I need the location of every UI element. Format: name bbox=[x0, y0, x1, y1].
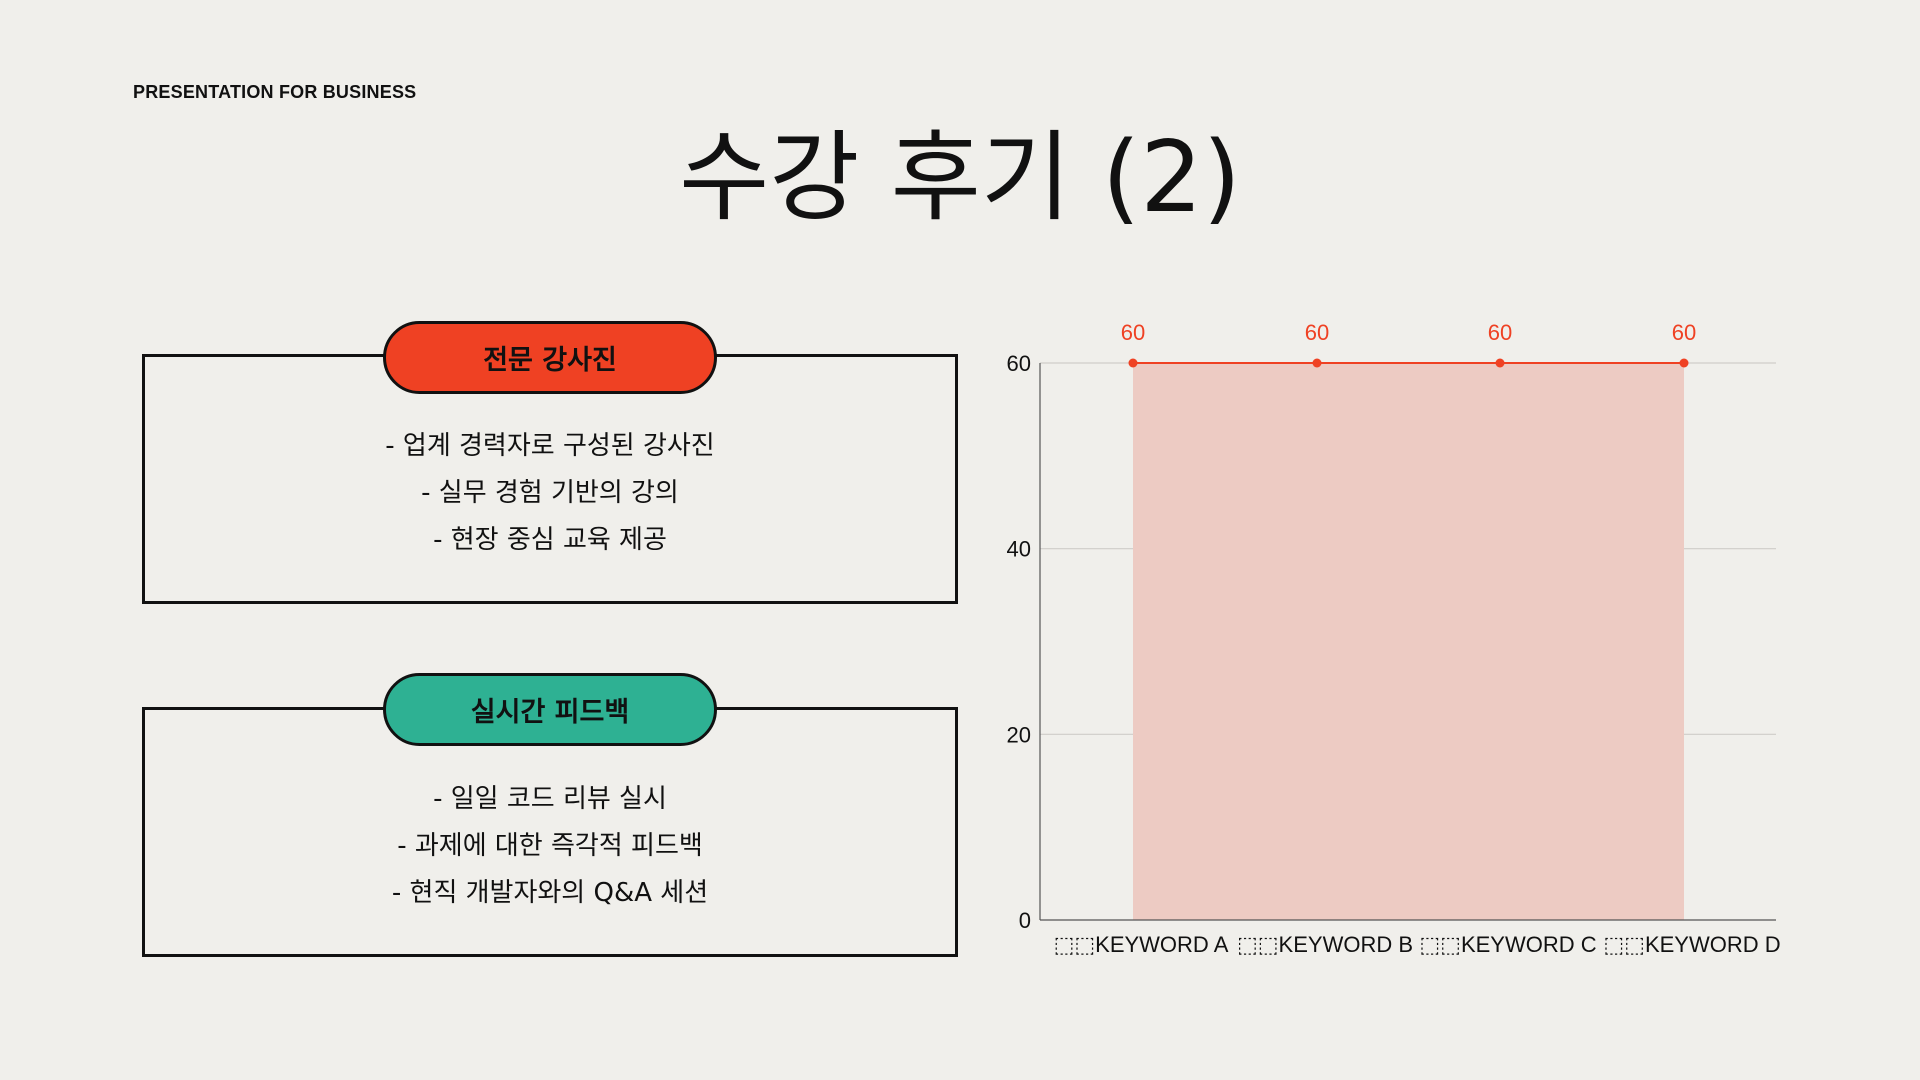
data-point bbox=[1128, 358, 1138, 368]
data-label: 60 bbox=[1121, 320, 1145, 345]
data-point bbox=[1679, 358, 1689, 368]
y-tick-label: 60 bbox=[1007, 351, 1031, 376]
card-line: - 업계 경력자로 구성된 강사진 bbox=[385, 431, 715, 461]
card-line: - 실무 경험 기반의 강의 bbox=[421, 478, 679, 508]
y-tick-label: 40 bbox=[1007, 537, 1031, 562]
card-line: - 현장 중심 교육 제공 bbox=[433, 525, 667, 555]
card-lines: - 업계 경력자로 구성된 강사진 - 실무 경험 기반의 강의 - 현장 중심… bbox=[145, 423, 955, 564]
data-label: 60 bbox=[1305, 320, 1329, 345]
card-line: - 일일 코드 리뷰 실시 bbox=[433, 784, 667, 814]
y-tick-label: 20 bbox=[1007, 722, 1031, 747]
header-label: PRESENTATION FOR BUSINESS bbox=[133, 82, 417, 102]
area-fill bbox=[1133, 363, 1684, 920]
y-tick-label: 0 bbox=[1019, 908, 1031, 933]
data-point bbox=[1495, 358, 1505, 368]
x-tick-label: ⬚⬚KEYWORD B bbox=[1237, 932, 1413, 957]
feature-card-feedback: - 일일 코드 리뷰 실시 - 과제에 대한 즉각적 피드백 - 현직 개발자와… bbox=[142, 707, 958, 957]
card-heading-pill: 전문 강사진 bbox=[383, 321, 717, 394]
x-tick-label: ⬚⬚KEYWORD C bbox=[1419, 932, 1596, 957]
x-tick-label: ⬚⬚KEYWORD D bbox=[1603, 932, 1780, 957]
page-title: 수강 후기 (2) bbox=[679, 121, 1241, 235]
card-lines: - 일일 코드 리뷰 실시 - 과제에 대한 즉각적 피드백 - 현직 개발자와… bbox=[145, 776, 955, 917]
card-line: - 현직 개발자와의 Q&A 세션 bbox=[391, 878, 709, 908]
data-point bbox=[1312, 358, 1322, 368]
feature-card-instructors: - 업계 경력자로 구성된 강사진 - 실무 경험 기반의 강의 - 현장 중심… bbox=[142, 354, 958, 604]
data-label: 60 bbox=[1488, 320, 1512, 345]
data-label: 60 bbox=[1672, 320, 1696, 345]
x-tick-label: ⬚⬚KEYWORD A bbox=[1054, 932, 1229, 957]
card-heading-pill: 실시간 피드백 bbox=[383, 673, 717, 746]
card-line: - 과제에 대한 즉각적 피드백 bbox=[397, 831, 703, 861]
